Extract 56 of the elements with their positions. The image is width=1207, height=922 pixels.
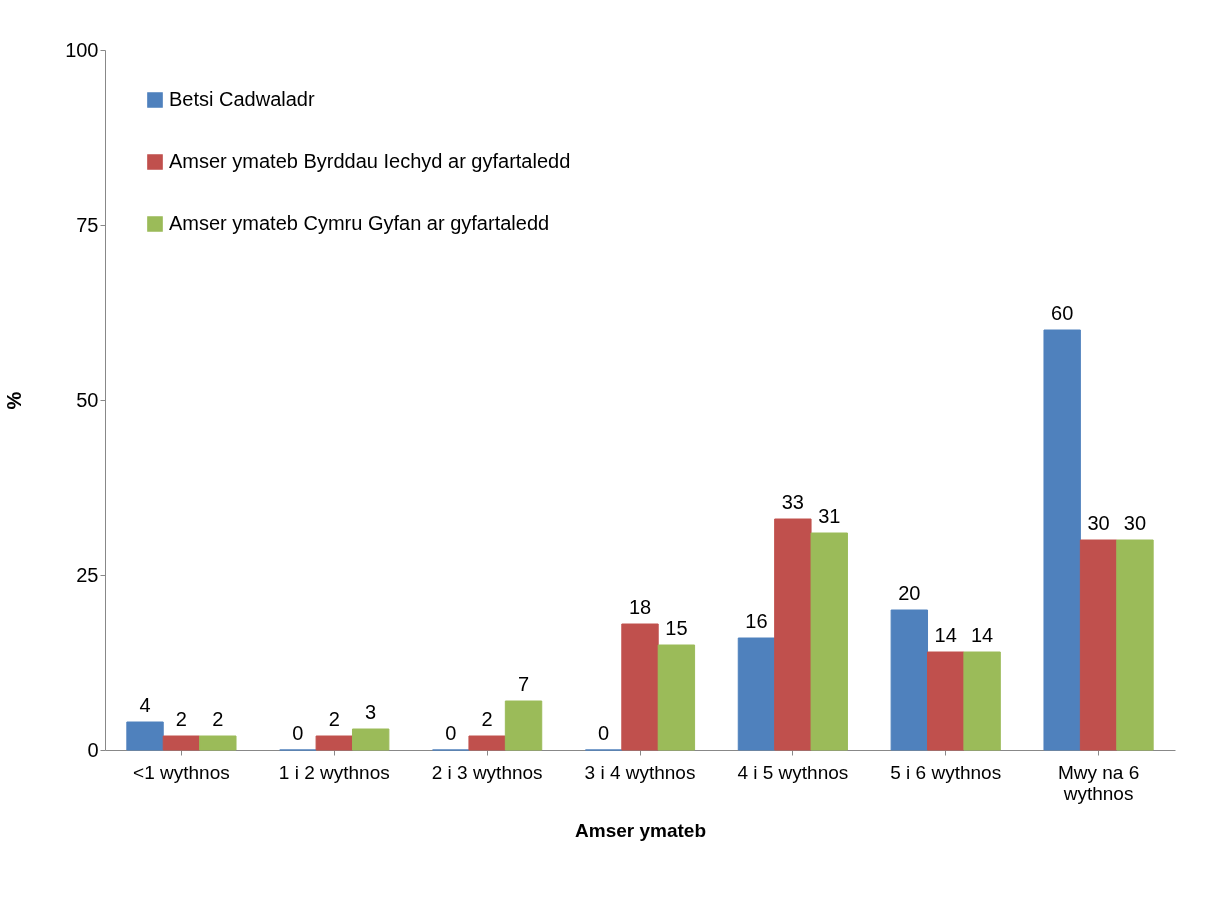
bar [621, 623, 659, 751]
y-tick-label: 75 [76, 213, 99, 236]
data-label: 0 [598, 722, 610, 744]
bar [315, 735, 353, 751]
legend-label: Amser ymateb Cymru Gyfan ar gyfartaledd [169, 212, 550, 234]
bar [774, 518, 812, 751]
data-label: 60 [1051, 302, 1074, 324]
bar [468, 735, 506, 751]
data-label: 3 [365, 701, 377, 723]
x-tick-label: 3 i 4 wythnos [584, 761, 696, 783]
data-label: 0 [445, 722, 457, 744]
bar [351, 728, 390, 751]
data-label: 16 [745, 610, 768, 632]
bar [657, 644, 696, 751]
data-label: 2 [175, 708, 187, 730]
bar [1116, 539, 1154, 751]
bar [126, 721, 164, 751]
y-tick-label: 25 [76, 563, 99, 586]
data-label: 14 [970, 624, 994, 646]
data-label: 30 [1123, 512, 1147, 534]
y-tick-label: 100 [65, 38, 99, 61]
bar [890, 609, 929, 751]
data-label: 2 [328, 708, 340, 730]
data-label: 7 [517, 673, 530, 695]
x-tick-label: 1 i 2 wythnos [278, 761, 390, 783]
x-tick-label: 5 i 6 wythnos [890, 761, 1002, 783]
x-axis-title: Amser ymateb [575, 819, 706, 841]
x-tick-label: 4 i 5 wythnos [737, 761, 849, 783]
x-tick-label: Mwy na 6 wythnos [1057, 761, 1140, 804]
x-tick-label: <1 wythnos [133, 761, 230, 783]
bar [927, 651, 965, 751]
y-tick-label: 50 [76, 388, 99, 411]
legend-label: Betsi Cadwaladr [169, 88, 315, 110]
bar [963, 651, 1001, 751]
y-tick-label: 0 [87, 738, 99, 761]
y-axis-title: % [3, 391, 26, 410]
data-label: 15 [665, 617, 688, 639]
data-label: 20 [898, 582, 921, 604]
data-label: 2 [481, 708, 493, 730]
bar [810, 532, 848, 751]
bar [737, 637, 776, 751]
data-label: 2 [212, 708, 224, 730]
bar [504, 700, 543, 751]
data-label: 4 [139, 694, 151, 716]
data-label: 33 [781, 491, 804, 513]
bar [1079, 539, 1118, 751]
legend-label: Amser ymateb Byrddau Iechyd ar gyfartaledd [169, 150, 571, 172]
data-label: 18 [628, 596, 652, 618]
bar [1043, 329, 1081, 751]
data-label: 31 [818, 505, 841, 527]
data-label: 0 [292, 722, 304, 744]
data-label: 30 [1087, 512, 1110, 534]
x-tick-label: 2 i 3 wythnos [431, 761, 543, 783]
data-label: 14 [934, 624, 957, 646]
bar [199, 735, 237, 751]
bar [162, 735, 201, 751]
